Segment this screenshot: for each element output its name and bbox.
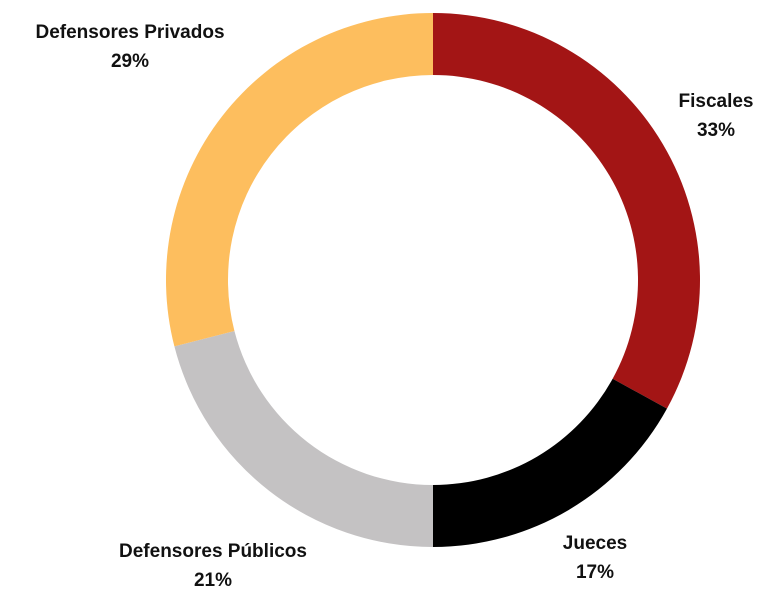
slice-fiscales [433,13,701,409]
slice-label-defensores-publicos: Defensores Públicos [119,541,307,562]
slice-defensores-publicos [174,330,433,547]
donut-slices [165,13,701,547]
slice-value-jueces: 17% [576,562,614,583]
slice-defensores-privados [165,13,433,347]
slice-jueces [433,378,667,547]
slice-label-defensores-privados: Defensores Privados [35,22,224,43]
slice-value-fiscales: 33% [697,120,735,141]
slice-value-defensores-privados: 29% [111,51,149,72]
slice-label-jueces: Jueces [563,533,627,554]
slice-label-fiscales: Fiscales [679,91,754,112]
slice-value-defensores-publicos: 21% [194,570,232,590]
